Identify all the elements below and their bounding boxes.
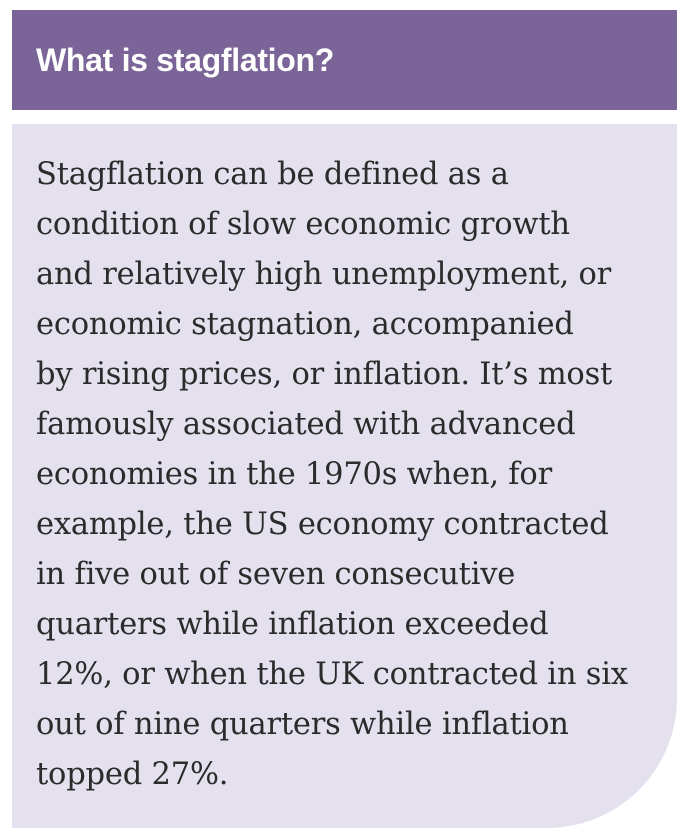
info-box: What is stagflation? Stagflation can be …: [12, 10, 677, 828]
paragraph-line: economies in the 1970s when, for: [36, 457, 552, 492]
definition-paragraph: Stagflation can be defined as a conditio…: [36, 150, 657, 800]
paragraph-line: in five out of seven consecutive: [36, 557, 516, 592]
info-box-header: What is stagflation?: [12, 10, 677, 110]
paragraph-line: condition of slow economic growth: [36, 207, 570, 242]
paragraph-line: and relatively high unemployment, or: [36, 257, 611, 292]
paragraph-line: famously associated with advanced: [36, 407, 576, 442]
paragraph-line: example, the US economy contracted: [36, 507, 609, 542]
paragraph-line: by rising prices, or inflation. It’s mos…: [36, 357, 613, 392]
info-box-body: Stagflation can be defined as a conditio…: [12, 124, 677, 828]
paragraph-line: quarters while inflation exceeded: [36, 607, 549, 642]
info-box-title: What is stagflation?: [36, 41, 335, 78]
paragraph-line: out of nine quarters while inflation: [36, 707, 569, 742]
paragraph-line: Stagflation can be defined as a: [36, 157, 509, 192]
paragraph-line: 12%, or when the UK contracted in six: [36, 657, 628, 692]
paragraph-line: economic stagnation, accompanied: [36, 307, 574, 342]
paragraph-line: topped 27%.: [36, 757, 229, 792]
